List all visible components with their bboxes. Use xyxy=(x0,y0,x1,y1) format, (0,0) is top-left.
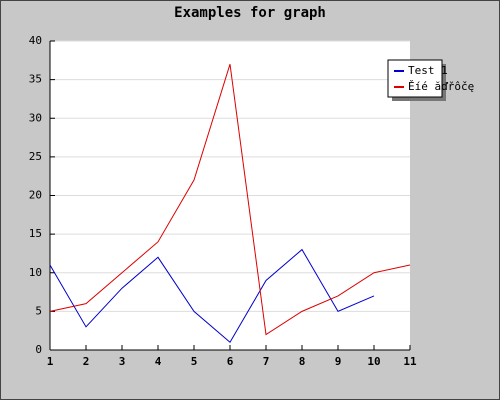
x-tick-label: 11 xyxy=(403,355,417,368)
y-tick-label: 40 xyxy=(29,34,42,47)
y-tick-label: 20 xyxy=(29,189,42,202)
x-tick-label: 10 xyxy=(367,355,380,368)
data-line xyxy=(49,64,411,336)
y-tick-label: 10 xyxy=(29,266,42,279)
x-tick-label: 5 xyxy=(191,355,198,368)
x-tick-label: 8 xyxy=(299,355,306,368)
legend-box xyxy=(387,59,443,98)
x-tick-label: 6 xyxy=(227,355,234,368)
chart-title: Examples for graph xyxy=(174,5,326,21)
legend-label: Test 1 xyxy=(408,64,448,77)
x-tick-label: 2 xyxy=(83,355,90,368)
y-tick-label: 30 xyxy=(29,111,42,124)
x-tick-label: 7 xyxy=(263,355,270,368)
y-tick-label: 15 xyxy=(29,227,42,240)
y-tick-label: 35 xyxy=(29,73,42,86)
x-tick-label: 3 xyxy=(119,355,126,368)
y-tick-label: 5 xyxy=(35,304,42,317)
data-line xyxy=(49,248,375,344)
x-tick-label: 9 xyxy=(335,355,342,368)
y-tick-label: 25 xyxy=(29,150,42,163)
y-tick-label: 0 xyxy=(35,343,42,356)
x-tick-label: 4 xyxy=(155,355,162,368)
legend-label: Ěíé ăďřôčę xyxy=(408,80,474,93)
x-tick-label: 1 xyxy=(47,355,54,368)
